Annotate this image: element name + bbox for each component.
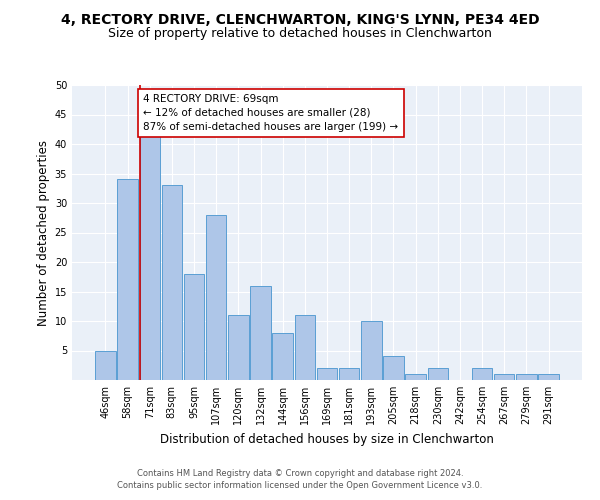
Bar (272, 333, 293, 380)
Bar (383, 356, 404, 380)
Bar (516, 374, 536, 380)
Bar (206, 215, 226, 380)
X-axis label: Distribution of detached houses by size in Clenchwarton: Distribution of detached houses by size … (160, 432, 494, 446)
Bar (428, 368, 448, 380)
Text: Size of property relative to detached houses in Clenchwarton: Size of property relative to detached ho… (108, 28, 492, 40)
Bar (361, 321, 382, 380)
Bar (95, 350, 116, 380)
Text: Contains public sector information licensed under the Open Government Licence v3: Contains public sector information licen… (118, 481, 482, 490)
Bar (538, 374, 559, 380)
Text: 4 RECTORY DRIVE: 69sqm
← 12% of detached houses are smaller (28)
87% of semi-det: 4 RECTORY DRIVE: 69sqm ← 12% of detached… (143, 94, 398, 132)
Bar (406, 374, 426, 380)
Bar (317, 368, 337, 380)
Bar (184, 274, 204, 380)
Bar (250, 286, 271, 380)
Bar (140, 132, 160, 380)
Bar (472, 368, 493, 380)
Bar (228, 315, 248, 380)
Bar (161, 186, 182, 380)
Y-axis label: Number of detached properties: Number of detached properties (37, 140, 50, 326)
Bar (295, 315, 315, 380)
Text: 4, RECTORY DRIVE, CLENCHWARTON, KING'S LYNN, PE34 4ED: 4, RECTORY DRIVE, CLENCHWARTON, KING'S L… (61, 12, 539, 26)
Bar (494, 374, 514, 380)
Bar (118, 180, 138, 380)
Text: Contains HM Land Registry data © Crown copyright and database right 2024.: Contains HM Land Registry data © Crown c… (137, 468, 463, 477)
Bar (339, 368, 359, 380)
